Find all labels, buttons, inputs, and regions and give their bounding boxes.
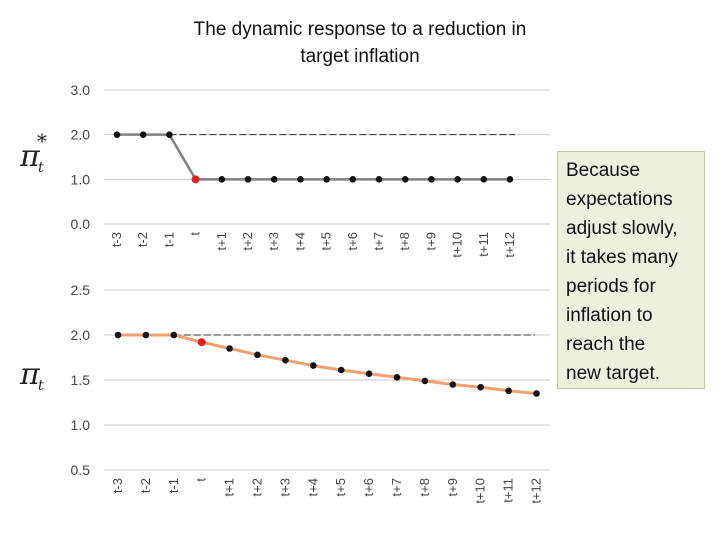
- bottom-chart-xtick-label: t: [194, 478, 209, 482]
- top-chart-data-point: [323, 176, 330, 183]
- bottom-chart-data-point: [254, 351, 261, 359]
- bottom-chart-data-point: [505, 387, 512, 395]
- top-chart-xtick-label: t-1: [161, 232, 176, 247]
- bottom-chart-xtick-label: t+2: [250, 478, 265, 496]
- top-chart-xtick-label: t+11: [476, 232, 491, 257]
- bottom-chart-xtick-label: t+7: [389, 478, 404, 496]
- top-chart-xtick-label: t-2: [135, 232, 150, 247]
- bottom-chart-ylabel-subscript: t: [38, 378, 44, 394]
- annotation-line: new target.: [566, 363, 660, 384]
- top-chart-data-point: [166, 131, 173, 138]
- bottom-chart-data-point: [282, 356, 289, 364]
- top-chart-data-point: [375, 176, 383, 183]
- bottom-chart-data-point: [533, 390, 540, 397]
- top-chart-data-point: [401, 176, 409, 183]
- bottom-chart-ytick-label: 1.0: [71, 417, 91, 433]
- chart-title: The dynamic response to a reduction in t…: [160, 16, 560, 70]
- bottom-chart-xtick-label: t+3: [277, 478, 292, 496]
- top-chart-xtick-label: t+5: [319, 232, 334, 250]
- chart-title-line-1: The dynamic response to a reduction in: [193, 19, 527, 40]
- top-chart-ytick-label: 2.0: [71, 127, 91, 143]
- top-chart-xtick-label: t+9: [423, 232, 438, 250]
- top-chart-ytick-label: 0.0: [71, 216, 91, 232]
- bottom-chart-ytick-label: 2.5: [71, 282, 91, 298]
- bottom-chart-xtick-label: t+9: [445, 478, 460, 496]
- bottom-chart-highlight-point: [197, 338, 206, 347]
- bottom-chart-data-point: [226, 345, 233, 352]
- bottom-chart-plot: 2.5 2.0 1.5 1.0 0.5 t-3 t-2 t-1 t t+1 t+2 t+3 t+4 t+5…: [71, 282, 550, 504]
- bottom-chart-xtick-label: t-1: [166, 478, 181, 493]
- bottom-chart-xtick-label: t+8: [417, 478, 432, 496]
- top-chart-ylabel-superscript: *: [37, 129, 47, 153]
- top-chart-data-point: [297, 176, 304, 183]
- top-chart-data-point: [218, 176, 226, 183]
- bottom-chart-data-point: [114, 331, 122, 339]
- bottom-chart-data-point: [365, 370, 373, 378]
- bottom-chart-data-point: [449, 381, 457, 388]
- top-chart-xtick-label: t+12: [502, 232, 517, 258]
- top-chart-highlight-point: [191, 175, 200, 184]
- top-chart-ytick-label: 3.0: [71, 82, 91, 98]
- top-chart-data-point: [480, 176, 488, 183]
- top-chart-data-point: [244, 176, 252, 183]
- bottom-chart-xtick-label: t+1: [222, 478, 237, 496]
- top-chart-xtick-label: t+4: [292, 232, 307, 250]
- top-chart-data-point: [139, 131, 147, 138]
- bottom-chart-data-point: [477, 383, 485, 391]
- bottom-chart-data-point: [337, 366, 345, 374]
- bottom-chart-xtick-label: t+11: [501, 478, 516, 503]
- bottom-chart-ytick-label: 0.5: [71, 462, 91, 478]
- bottom-chart-xtick-label: t-3: [110, 478, 125, 493]
- top-chart-data-point: [270, 176, 278, 183]
- bottom-chart-xtick-label: t+5: [333, 478, 348, 496]
- bottom-chart-data-point: [421, 377, 429, 385]
- top-chart-xtick-label: t: [188, 232, 203, 236]
- bottom-chart-xtick-label: t+6: [361, 478, 376, 496]
- top-chart-series-line: [117, 133, 510, 181]
- annotation-line: it takes many: [566, 247, 678, 268]
- top-chart-ylabel-symbol: π: [19, 139, 41, 174]
- annotation-line: periods for: [566, 276, 656, 297]
- bottom-chart: π t 2.5 2.0 1.5 1.0 0.5 t-3 t-2 t-1 t t+1 t+2 t+3 t+…: [19, 282, 550, 504]
- bottom-chart-series-line: [118, 333, 537, 395]
- bottom-chart-data-point: [142, 331, 150, 339]
- bottom-chart-data-point: [170, 331, 178, 339]
- top-chart-data-point: [506, 176, 514, 183]
- bottom-chart-ylabel: π t: [19, 357, 44, 394]
- top-chart-plot: 3.0 2.0 1.0 0.0 t-3 t-2 t-1 t t+1 t+2 t+3 t+4 t+5 t+6…: [71, 82, 550, 258]
- annotation-line: Because: [566, 160, 640, 181]
- top-chart-ylabel-subscript: t: [38, 160, 44, 176]
- top-chart-xtick-label: t+7: [371, 232, 386, 250]
- top-chart-data-point: [113, 131, 121, 138]
- bottom-chart-ytick-label: 2.0: [71, 327, 91, 343]
- top-chart: π t * 3.0 2.0 1.0 0.0 t-3 t-2 t-1 t t+1 t+2 t+3 t+4…: [19, 82, 550, 258]
- top-chart-xtick-label: t+1: [214, 232, 229, 250]
- bottom-chart-xtick-label: t-2: [138, 478, 153, 493]
- top-chart-ylabel: π t *: [19, 129, 47, 176]
- bottom-chart-data-point: [310, 362, 317, 369]
- annotation-line: inflation to: [566, 305, 653, 326]
- annotation-line: adjust slowly,: [566, 218, 678, 239]
- annotation-line: expectations: [566, 189, 673, 210]
- chart-title-line-2: target inflation: [300, 46, 420, 67]
- top-chart-data-point: [349, 176, 357, 183]
- top-chart-xtick-label: t+2: [240, 232, 255, 250]
- top-chart-data-point: [454, 176, 461, 183]
- top-chart-xtick-label: t+10: [450, 232, 465, 258]
- bottom-chart-data-point: [393, 374, 401, 381]
- top-chart-ytick-label: 1.0: [71, 171, 91, 187]
- top-chart-xtick-label: t+8: [397, 232, 412, 250]
- top-chart-data-point: [428, 176, 435, 183]
- annotation-line: reach the: [566, 334, 646, 355]
- top-chart-xtick-label: t+3: [266, 232, 281, 250]
- bottom-chart-xtick-label: t+12: [529, 478, 544, 504]
- bottom-chart-ylabel-symbol: π: [19, 357, 41, 392]
- annotation-box: Because expectations adjust slowly, it t…: [557, 151, 705, 389]
- bottom-chart-xtick-label: t+10: [473, 478, 488, 504]
- top-chart-xtick-label: t+6: [345, 232, 360, 250]
- bottom-chart-xtick-label: t+4: [305, 478, 320, 496]
- top-chart-xtick-label: t-3: [109, 232, 124, 247]
- bottom-chart-ytick-label: 1.5: [71, 372, 91, 388]
